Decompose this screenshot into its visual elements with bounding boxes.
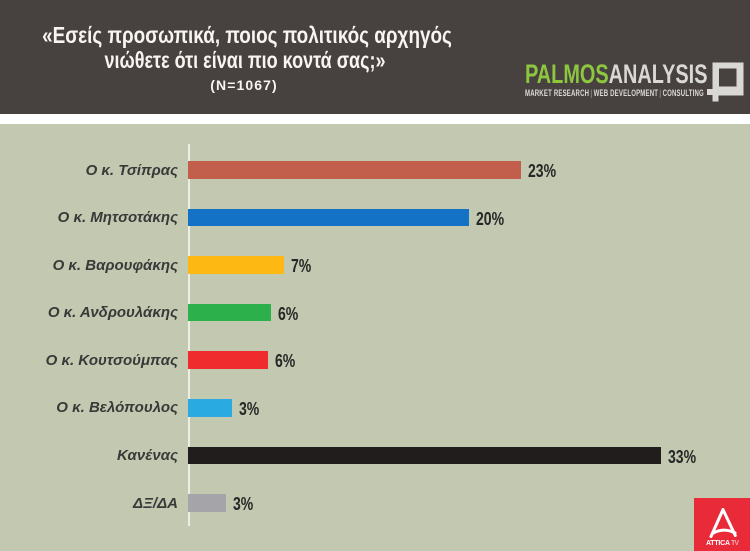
svg-text:TV: TV (731, 540, 739, 547)
svg-text:ATTICA: ATTICA (706, 540, 730, 547)
